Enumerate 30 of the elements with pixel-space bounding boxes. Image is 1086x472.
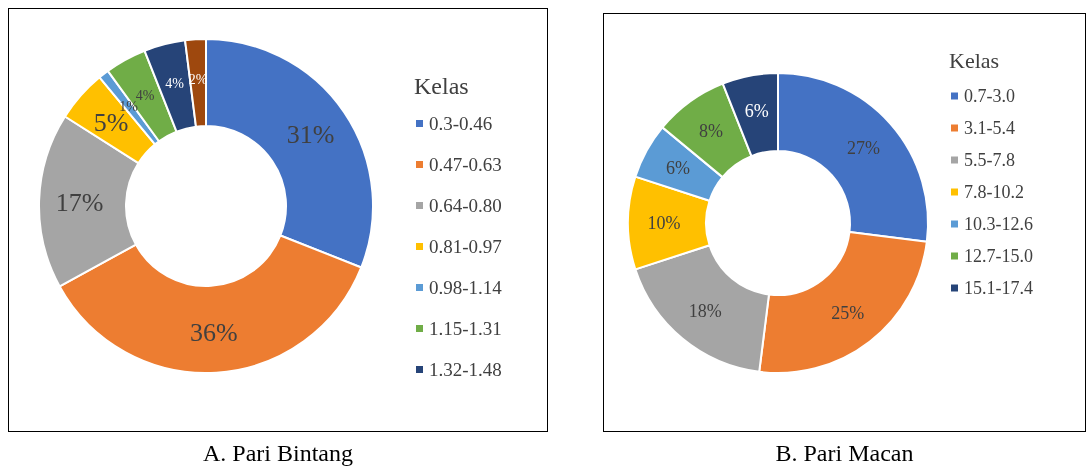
legend-label: 0.81-0.97 (429, 236, 502, 257)
legend-label: 3.1-5.4 (964, 118, 1015, 138)
text: B. Pari Macan (774, 440, 915, 467)
text: A. Pari Bintang (202, 440, 354, 467)
data-label: 6% (666, 158, 691, 179)
legend-label: 1.32-1.48 (429, 359, 502, 380)
legend-label: 0.3-0.46 (429, 113, 493, 134)
legend-label: 12.7-15.0 (964, 246, 1033, 266)
legend-label: 0.7-3.0 (964, 86, 1015, 106)
legend-title: Kelas (414, 73, 469, 99)
data-label: 25% (831, 303, 865, 324)
legend-label: 1.15-1.31 (429, 318, 502, 339)
data-label: 10% (647, 213, 681, 233)
data-label: 4% (135, 87, 155, 103)
data-label: 31% (286, 120, 335, 150)
legend-label: 7.8-10.2 (964, 182, 1024, 202)
data-label: 8% (698, 120, 723, 141)
legend-label: 10.3-12.6 (964, 214, 1033, 234)
data-label: 6% (744, 101, 769, 122)
data-label: 36% (190, 317, 238, 347)
legend-title: Kelas (949, 47, 1000, 73)
legend-label: 0.64-0.80 (429, 195, 502, 216)
data-label: 17% (55, 187, 104, 217)
legend-label: 5.5-7.8 (964, 150, 1015, 170)
legend-label: 0.98-1.14 (429, 277, 503, 298)
legend-label: 0.47-0.63 (429, 154, 502, 175)
data-label: 18% (688, 300, 722, 321)
legend-label: 15.1-17.4 (964, 278, 1033, 298)
data-label: 4% (165, 75, 185, 91)
data-label: 27% (847, 137, 881, 158)
